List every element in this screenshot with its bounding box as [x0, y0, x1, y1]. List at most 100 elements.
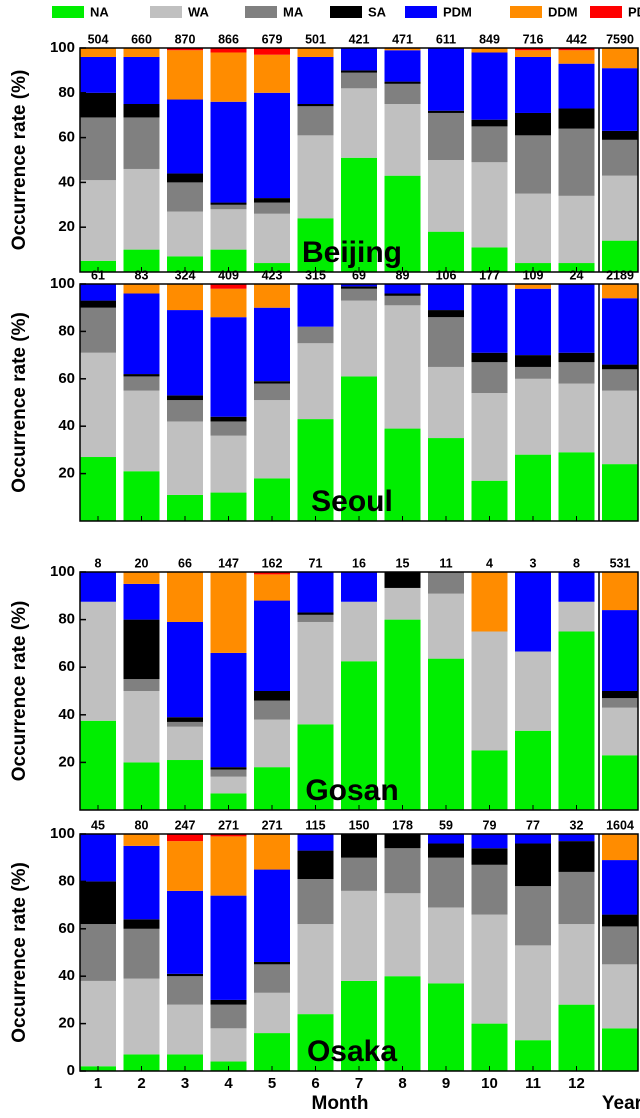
count-label: 8: [573, 556, 580, 570]
bar-segment: [254, 284, 290, 308]
bar-segment: [515, 886, 551, 946]
bar-segment: [80, 284, 116, 301]
y-tick-label: 100: [50, 39, 75, 56]
bar-segment: [123, 691, 160, 763]
bar-segment: [558, 383, 595, 453]
bar-segment: [515, 834, 551, 844]
count-label: 61: [91, 268, 105, 282]
count-label: 150: [349, 818, 370, 832]
bar-segment: [341, 286, 377, 289]
count-label: 8: [95, 556, 102, 570]
count-label: 59: [439, 818, 453, 832]
bar-segment: [428, 983, 464, 1071]
bar-segment: [254, 767, 290, 810]
legend-swatch: [245, 6, 277, 18]
bar-segment: [558, 601, 595, 632]
bar-segment: [123, 284, 160, 294]
bar-segment: [341, 601, 377, 662]
bar-segment: [602, 964, 638, 1029]
count-label: 11: [439, 556, 452, 570]
y-tick-label: 20: [58, 465, 75, 482]
bar-segment: [602, 860, 638, 915]
bar-segment: [558, 1004, 595, 1071]
y-tick-label: 100: [50, 825, 75, 842]
bar-segment: [80, 352, 116, 458]
y-tick-label: 100: [50, 563, 75, 580]
bar-segment: [471, 393, 508, 481]
bar-segment: [515, 284, 551, 289]
count-label: 324: [175, 268, 196, 282]
bar-segment: [210, 249, 247, 272]
bar-segment: [384, 175, 421, 272]
bar-segment: [558, 871, 595, 925]
bar-segment: [123, 249, 160, 272]
bar-segment: [515, 366, 551, 379]
count-label: 71: [309, 556, 323, 570]
bar-segment: [254, 961, 290, 965]
bar-segment: [167, 1004, 203, 1055]
legend-label: MA: [283, 4, 304, 19]
bar-segment: [297, 621, 334, 725]
count-label: 24: [570, 268, 584, 282]
bar-segment: [471, 119, 508, 127]
bar-segment: [341, 48, 377, 71]
bar-segment: [341, 572, 377, 602]
bar-segment: [602, 369, 638, 391]
count-label: 471: [392, 32, 413, 46]
count-label: 106: [436, 268, 457, 282]
count-label: 3: [530, 556, 537, 570]
bar-segment: [515, 288, 551, 356]
count-label: 531: [610, 556, 631, 570]
x-tick-label: 11: [525, 1075, 541, 1092]
bar-segment: [471, 284, 508, 353]
bar-segment: [558, 452, 595, 521]
bar-segment: [80, 117, 116, 181]
bar-segment: [558, 50, 595, 64]
bar-segment: [471, 52, 508, 120]
x-tick-label: 5: [268, 1075, 276, 1092]
count-label: 315: [305, 268, 326, 282]
bar-segment: [210, 421, 247, 436]
bar-segment: [254, 992, 290, 1034]
bar-segment: [210, 204, 247, 210]
x-tick-label: 10: [481, 1075, 498, 1092]
legend-label: DDM: [548, 4, 578, 19]
count-label: 423: [262, 268, 283, 282]
bar-segment: [123, 471, 160, 521]
bar-segment: [602, 464, 638, 521]
bar-segment: [123, 293, 160, 375]
bar-segment: [384, 295, 421, 306]
y-tick-label: 60: [58, 370, 75, 387]
count-label: 409: [218, 268, 239, 282]
bar-segment: [254, 307, 290, 382]
bar-segment: [428, 366, 464, 439]
bar-segment: [428, 658, 464, 810]
bar-segment: [384, 893, 421, 977]
bar-segment: [167, 834, 203, 842]
bar-segment: [80, 48, 116, 57]
bar-segment: [167, 890, 203, 974]
bar-segment: [297, 48, 334, 57]
bar-segment: [254, 869, 290, 962]
bar-segment: [428, 231, 464, 272]
bar-segment: [167, 976, 203, 1005]
y-tick-label: 80: [58, 872, 75, 889]
bar-segment: [515, 135, 551, 194]
y-axis-title: Occurrence rate (%): [9, 312, 30, 493]
bar-segment: [602, 691, 638, 699]
count-label: 109: [523, 268, 544, 282]
bar-segment: [123, 619, 160, 680]
bar-segment: [167, 572, 203, 622]
bar-segment: [558, 572, 595, 602]
bar-segment: [254, 92, 290, 199]
bar-segment: [471, 631, 508, 751]
count-label: 247: [175, 818, 196, 832]
bar-segment: [297, 614, 334, 622]
bar-segment: [341, 661, 377, 810]
count-label: 69: [352, 268, 366, 282]
bar-segment: [297, 104, 334, 107]
bar-segment: [167, 48, 203, 51]
bar-segment: [297, 106, 334, 136]
bar-segment: [123, 919, 160, 929]
bar-segment: [167, 284, 203, 311]
